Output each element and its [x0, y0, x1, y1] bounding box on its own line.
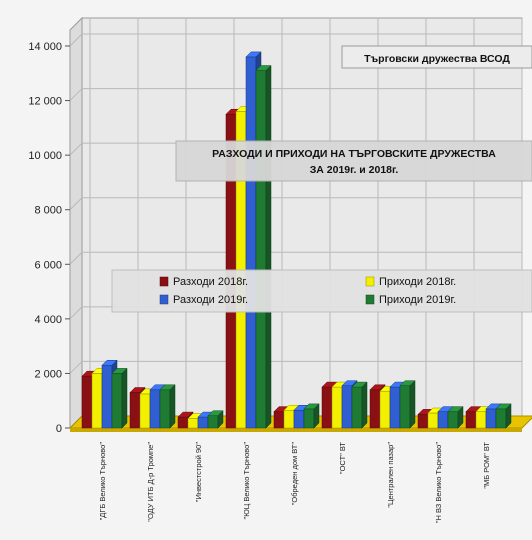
bar-2-6: [389, 386, 401, 429]
y-tick-label: 10 000: [28, 150, 62, 162]
bar-3-1: [159, 389, 171, 429]
bar-3-3: [255, 70, 267, 429]
bar-1-1: [139, 393, 151, 429]
bar-2-3: [245, 56, 257, 429]
bar-0-0: [81, 375, 93, 429]
bar-side-3-6: [409, 380, 416, 429]
legend-label-1: Приходи 2018г.: [379, 276, 456, 288]
x-category-label: "Обреден дом ВТ": [290, 442, 299, 506]
bar-0-4: [273, 411, 285, 429]
grid-line-diagonal: [69, 197, 83, 211]
x-category-label: "ДГБ Велико Търново": [98, 442, 107, 521]
grid-line-diagonal: [69, 306, 83, 320]
bar-side-3-4: [313, 403, 320, 429]
bar-3-6: [399, 385, 411, 429]
bar-side-3-5: [361, 381, 368, 429]
bar-3-2: [207, 415, 219, 429]
bar-3-5: [351, 386, 363, 429]
bar-0-6: [369, 389, 381, 429]
bar-2-8: [485, 408, 497, 429]
bar-1-6: [379, 390, 391, 429]
bar-1-5: [331, 386, 343, 429]
y-tick-label: 14 000: [28, 41, 62, 53]
bar-0-7: [417, 414, 429, 429]
grid-line-diagonal: [69, 88, 83, 101]
bar-side-3-3: [265, 64, 272, 429]
bar-side-3-1: [169, 384, 176, 429]
x-category-label: "ЮЦ Велико Търново": [242, 442, 251, 520]
legend-label-2: Разходи 2019г.: [173, 294, 248, 306]
bar-2-4: [293, 410, 305, 429]
bar-2-1: [149, 389, 161, 429]
bar-2-2: [197, 416, 209, 429]
bar-0-8: [465, 411, 477, 429]
y-tick-label: 0: [56, 423, 62, 435]
x-category-label: "ОДУ ИТБ Д-р Тромпе": [146, 442, 155, 522]
x-category-label: "МБ РОМ" ВТ: [482, 442, 491, 489]
y-tick-label: 8 000: [34, 205, 62, 217]
main-title-line2: ЗА 2019г. и 2018г.: [310, 164, 399, 176]
grid-line-diagonal: [69, 142, 83, 156]
bar-3-8: [495, 408, 507, 429]
legend-swatch-3: [365, 294, 375, 305]
legend-swatch-0: [159, 276, 169, 287]
legend-bg: [111, 269, 532, 313]
bar-1-8: [475, 411, 487, 429]
legend-swatch-1: [365, 276, 375, 287]
y-tick-label: 12 000: [28, 96, 62, 108]
bar-side-3-0: [121, 367, 128, 429]
grid-line-diagonal: [69, 33, 83, 47]
grid-line-diagonal: [69, 361, 83, 374]
bar-1-2: [187, 418, 199, 429]
title-box-text: Търговски дружества ВСОД: [364, 53, 510, 65]
bar-3-0: [111, 373, 123, 429]
bar-1-0: [91, 373, 103, 429]
bar-3-7: [447, 411, 459, 429]
grid-line-diagonal: [69, 251, 83, 265]
plot-back-wall: [81, 17, 523, 417]
bar-3-4: [303, 408, 315, 429]
bar-1-7: [427, 412, 439, 429]
x-category-label: "Н ВЗ Велико Търново": [434, 442, 443, 523]
bar-0-5: [321, 386, 333, 429]
bar-side-3-8: [505, 403, 512, 429]
x-category-label: "Централен пазар": [386, 442, 395, 508]
legend-label-3: Приходи 2019г.: [379, 294, 456, 306]
y-tick-label: 6 000: [34, 259, 62, 271]
legend-label-0: Разходи 2018г.: [173, 276, 248, 288]
bar-0-1: [129, 392, 141, 429]
plot-floor-edge: [70, 428, 522, 432]
main-title-bg: [175, 140, 532, 182]
bar-2-0: [101, 364, 113, 429]
bar-side-3-2: [217, 410, 224, 429]
y-tick-label: 2 000: [34, 368, 62, 380]
x-category-label: "ОСТ" ВТ: [338, 442, 347, 474]
bar-2-7: [437, 411, 449, 429]
title-box-bg: [341, 45, 532, 69]
plot-left-wall: [69, 16, 83, 430]
y-tick-label: 4 000: [34, 314, 62, 326]
bar-side-3-7: [457, 406, 464, 429]
legend-swatch-2: [159, 294, 169, 305]
bar-0-2: [177, 416, 189, 429]
main-title-line1: РАЗХОДИ И ПРИХОДИ НА ТЪРГОВСКИТЕ ДРУЖЕСТ…: [212, 148, 496, 160]
bar-2-5: [341, 385, 353, 429]
x-category-label: "Инвестстрой 90": [194, 442, 203, 503]
bar-1-4: [283, 410, 295, 429]
